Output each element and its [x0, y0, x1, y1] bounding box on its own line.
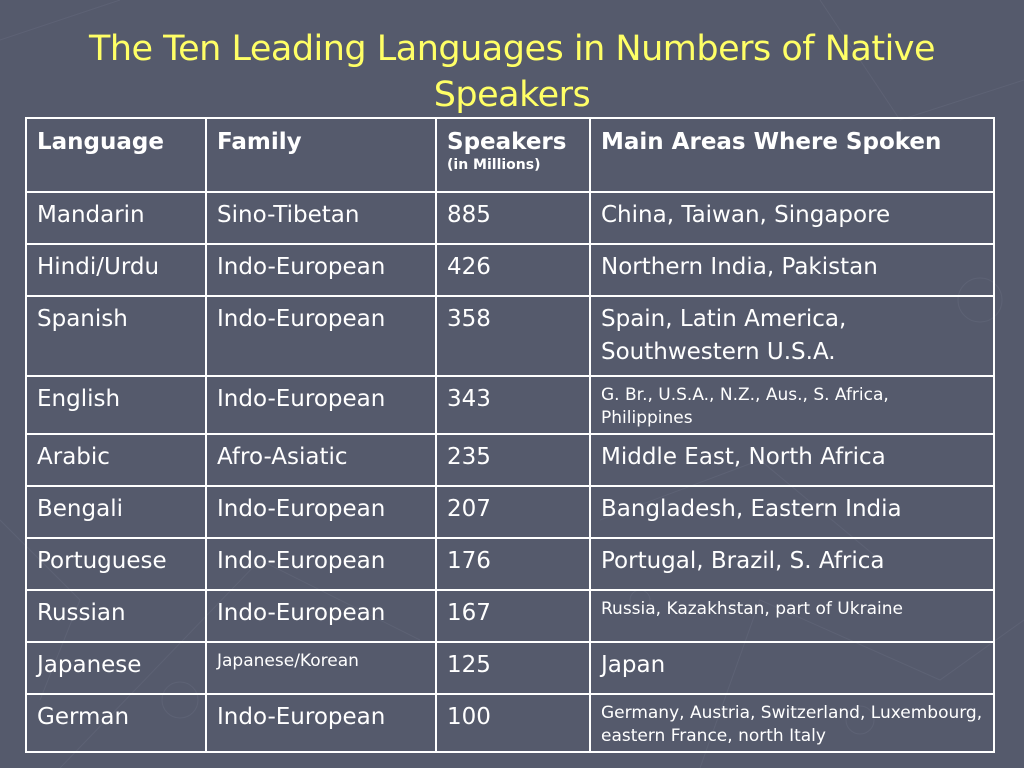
cell-language: English [25, 375, 207, 435]
cell-areas-text: Germany, Austria, Switzerland, Luxembour… [601, 703, 983, 746]
cell-family: Indo-European [205, 375, 437, 435]
cell-family: Indo-European [205, 243, 437, 297]
table-row: Arabic Afro-Asiatic 235 Middle East, Nor… [25, 433, 995, 487]
cell-speakers: 235 [435, 433, 591, 487]
table-row: Mandarin Sino-Tibetan 885 China, Taiwan,… [25, 191, 995, 245]
cell-language: Hindi/Urdu [25, 243, 207, 297]
header-speakers-unit: (in Millions) [447, 157, 541, 173]
cell-family-text: Japanese/Korean [217, 651, 359, 671]
table-row: German Indo-European 100 Germany, Austri… [25, 693, 995, 753]
cell-areas-text: G. Br., U.S.A., N.Z., Aus., S. Africa, P… [601, 385, 889, 428]
table-row: Russian Indo-European 167 Russia, Kazakh… [25, 589, 995, 643]
cell-family: Japanese/Korean [205, 641, 437, 695]
cell-speakers: 100 [435, 693, 591, 753]
header-language: Language [25, 117, 207, 193]
cell-family: Afro-Asiatic [205, 433, 437, 487]
cell-family: Indo-European [205, 693, 437, 753]
cell-language: Portuguese [25, 537, 207, 591]
cell-language: German [25, 693, 207, 753]
header-speakers-label: Speakers [447, 129, 567, 155]
cell-areas: Middle East, North Africa [589, 433, 995, 487]
table-row: Bengali Indo-European 207 Bangladesh, Ea… [25, 485, 995, 539]
cell-family: Indo-European [205, 485, 437, 539]
cell-areas-text: Russia, Kazakhstan, part of Ukraine [601, 599, 903, 619]
cell-areas: China, Taiwan, Singapore [589, 191, 995, 245]
cell-speakers: 176 [435, 537, 591, 591]
cell-language: Bengali [25, 485, 207, 539]
table-row: Hindi/Urdu Indo-European 426 Northern In… [25, 243, 995, 297]
header-main-areas: Main Areas Where Spoken [589, 117, 995, 193]
cell-areas: Russia, Kazakhstan, part of Ukraine [589, 589, 995, 643]
slide-title-line-1: The Ten Leading Languages in Numbers of … [88, 29, 936, 69]
table-header-row: Language Family Speakers (in Millions) M… [25, 117, 995, 193]
cell-speakers: 207 [435, 485, 591, 539]
slide-title: The Ten Leading Languages in Numbers of … [0, 26, 1024, 118]
cell-family: Indo-European [205, 589, 437, 643]
cell-areas: Germany, Austria, Switzerland, Luxembour… [589, 693, 995, 753]
table-row: Spanish Indo-European 358 Spain, Latin A… [25, 295, 995, 377]
cell-areas: G. Br., U.S.A., N.Z., Aus., S. Africa, P… [589, 375, 995, 435]
cell-family: Indo-European [205, 295, 437, 377]
cell-language: Spanish [25, 295, 207, 377]
cell-speakers: 426 [435, 243, 591, 297]
cell-speakers: 358 [435, 295, 591, 377]
table-row: Japanese Japanese/Korean 125 Japan [25, 641, 995, 695]
cell-language: Arabic [25, 433, 207, 487]
cell-areas: Spain, Latin America, Southwestern U.S.A… [589, 295, 995, 377]
table-row: Portuguese Indo-European 176 Portugal, B… [25, 537, 995, 591]
cell-areas: Japan [589, 641, 995, 695]
cell-areas: Northern India, Pakistan [589, 243, 995, 297]
cell-areas: Bangladesh, Eastern India [589, 485, 995, 539]
cell-language: Japanese [25, 641, 207, 695]
cell-speakers: 343 [435, 375, 591, 435]
header-family: Family [205, 117, 437, 193]
cell-language: Mandarin [25, 191, 207, 245]
cell-speakers: 885 [435, 191, 591, 245]
table-row: English Indo-European 343 G. Br., U.S.A.… [25, 375, 995, 435]
cell-family: Sino-Tibetan [205, 191, 437, 245]
languages-table: Language Family Speakers (in Millions) M… [25, 117, 995, 753]
cell-language: Russian [25, 589, 207, 643]
cell-speakers: 125 [435, 641, 591, 695]
header-speakers: Speakers (in Millions) [435, 117, 591, 193]
cell-family: Indo-European [205, 537, 437, 591]
slide-title-line-2: Speakers [433, 75, 591, 115]
cell-speakers: 167 [435, 589, 591, 643]
cell-areas: Portugal, Brazil, S. Africa [589, 537, 995, 591]
